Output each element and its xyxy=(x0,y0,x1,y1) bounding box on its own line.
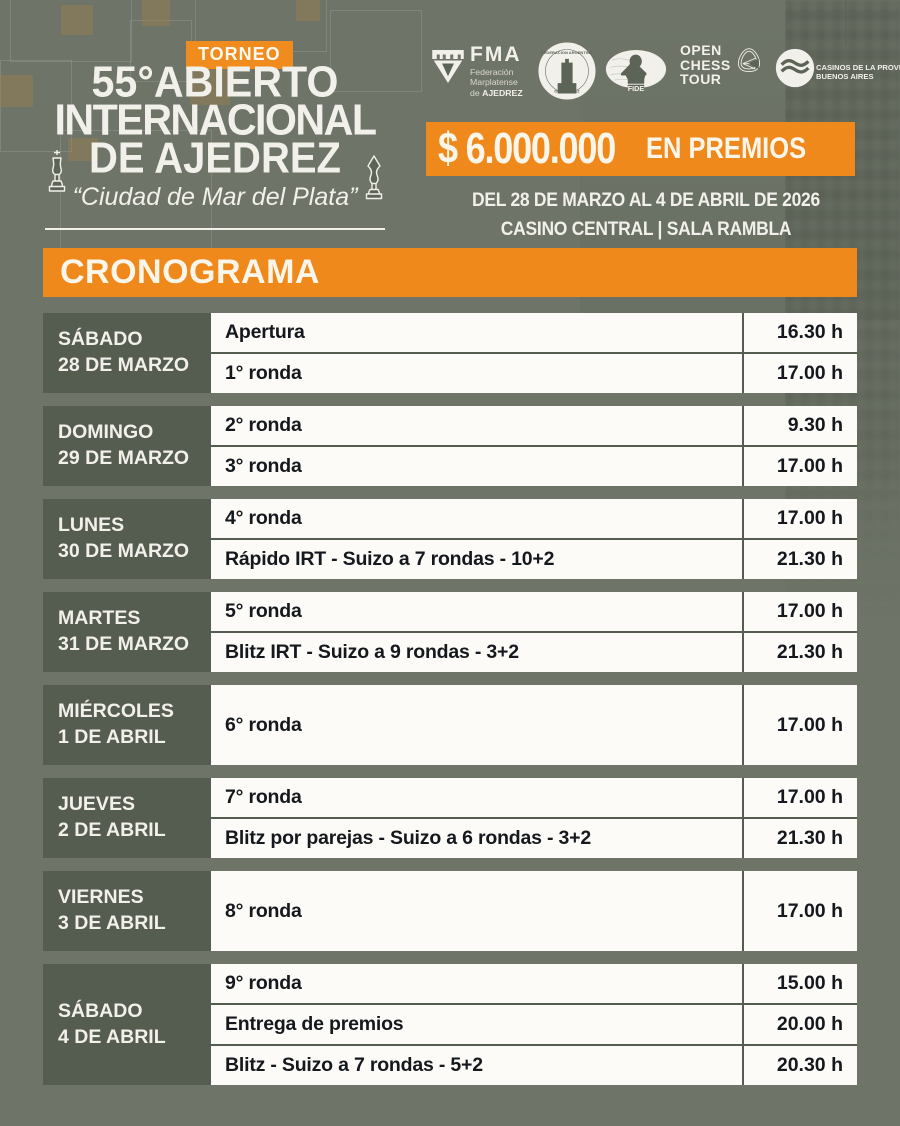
svg-text:FEDERACION ARGENTINA: FEDERACION ARGENTINA xyxy=(541,50,592,55)
svg-text:FIDE: FIDE xyxy=(628,84,645,93)
